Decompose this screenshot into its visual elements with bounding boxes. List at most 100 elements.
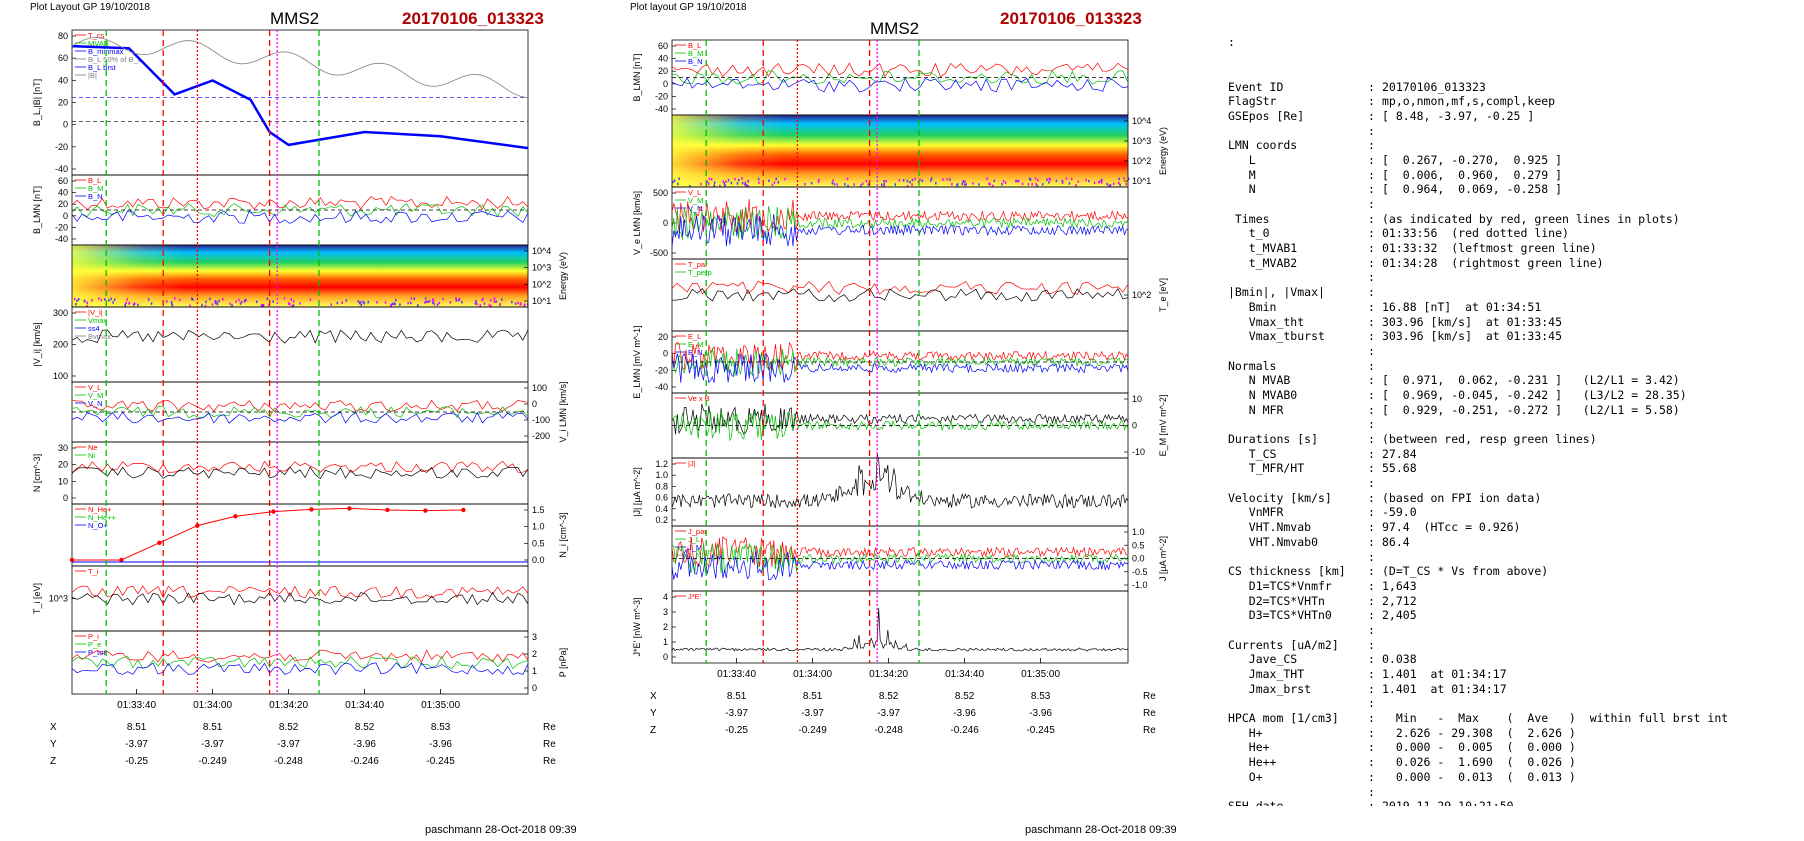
info-key: Currents [uA/m2]: [1228, 637, 1339, 652]
spectrogram-speckle: [710, 178, 713, 181]
info-colon: :: [1368, 329, 1375, 344]
spectrogram-speckle: [147, 298, 150, 301]
y-axis-label: P [nPa]: [558, 648, 568, 677]
spectrogram-speckle: [861, 182, 864, 185]
legend-entry: T_par: [688, 260, 708, 269]
spectrogram-speckle: [906, 179, 909, 183]
legend-entry: P_tot: [88, 648, 106, 657]
info-key: Normals: [1228, 358, 1277, 373]
y-tick-label: 10^1: [1132, 176, 1151, 186]
info-colon: :: [1368, 211, 1375, 226]
info-row: L: [ 0.267, -0.270, 0.925 ]: [1228, 153, 1800, 168]
y-tick-label: 10^2: [532, 279, 551, 289]
info-colon: :: [1368, 505, 1375, 520]
y-tick-label: 10^2: [1132, 290, 1151, 300]
spectrogram-speckle: [1016, 179, 1018, 183]
panel-blmn: 60 40 20 0 -20 -40 B_LMN [nT] B_LB_MB_N: [632, 39, 1129, 116]
info-colon: :: [1368, 270, 1375, 285]
y-axis-label: T_i [eV]: [32, 583, 42, 614]
y-tick-label: 0: [63, 493, 68, 503]
series-jlmn-2: [671, 548, 1128, 581]
y-tick-label: 0.6: [655, 493, 668, 503]
spectrogram-speckle: [883, 180, 885, 183]
info-key: t_0: [1228, 226, 1270, 241]
spectrogram-speckle: [817, 180, 820, 184]
spectrogram-speckle: [951, 182, 953, 186]
info-row: T_CS:27.84: [1228, 447, 1800, 462]
spectrogram-speckle: [860, 184, 862, 187]
info-colon: :: [1368, 622, 1375, 637]
spectrogram-speckle: [881, 183, 883, 187]
info-colon: :: [1368, 652, 1375, 667]
spectrogram-speckle: [499, 303, 501, 306]
spectrogram-speckle: [1015, 179, 1017, 183]
spectrogram-speckle: [417, 304, 419, 307]
series-p-0: [71, 649, 529, 663]
spectrogram-speckle: [475, 300, 477, 303]
y-axis-label: V_i LMN [km/s]: [558, 381, 568, 442]
spectrogram-speckle: [831, 181, 834, 185]
spectrogram-speckle: [241, 300, 243, 304]
info-value: [ 0.969, -0.045, -0.242 ] (L3/L2 = 28.35…: [1382, 387, 1687, 402]
y-tick-label: 10^1: [532, 296, 551, 306]
info-key: H+: [1228, 725, 1263, 740]
time-tick-label: 01:34:00: [193, 700, 232, 711]
panel-frame-je: [671, 590, 1129, 664]
spectrogram-speckle: [458, 297, 461, 301]
spectrogram-speckle: [1036, 184, 1038, 187]
y-tick-label: 1.2: [655, 459, 668, 469]
spectrogram-speckle: [330, 303, 332, 306]
y-tick-label: 0: [1132, 421, 1137, 431]
info-value: -59.0: [1382, 505, 1417, 520]
spectrogram-speckle: [341, 301, 343, 304]
info-row: :: [1228, 785, 1800, 800]
y-tick-label: 0.5: [1132, 540, 1145, 550]
legend-entry: |B|: [88, 71, 97, 80]
legend-entry: N_O+: [88, 521, 108, 530]
panel-frame-ti: [71, 565, 529, 632]
y-tick-label: 10^3: [532, 263, 551, 273]
spectrogram-speckle: [1004, 181, 1007, 185]
y-tick-label: 20: [658, 66, 668, 76]
info-value: 01:34:28 (rightmost green line): [1382, 255, 1604, 270]
spectrogram-speckle: [744, 181, 747, 184]
info-value: 97.4 (HTcc = 0.926): [1382, 520, 1521, 535]
info-colon: :: [1368, 138, 1375, 153]
spectrogram-speckle: [992, 184, 994, 188]
legend-entry: B_M: [688, 49, 703, 58]
legend-entry: P_e: [88, 640, 101, 649]
spectrogram-speckle: [930, 179, 932, 182]
series-blmn-1: [671, 70, 1129, 85]
y-axis-label: B_L,|B| [nT]: [32, 79, 42, 126]
spectrogram-speckle: [238, 298, 240, 302]
info-colon: :: [1368, 784, 1375, 799]
spectrogram-speckle: [1075, 184, 1077, 187]
pos-row-label: X: [50, 722, 57, 733]
series-em-0: [671, 403, 1129, 435]
pos-value: -0.246: [350, 756, 379, 767]
y-tick-label: 20: [658, 332, 668, 342]
spectrogram-speckle: [216, 302, 219, 306]
spectrogram-speckle: [214, 300, 216, 303]
spectrogram-speckle: [490, 299, 492, 302]
y-tick-label: -40: [655, 104, 668, 114]
pos-value: 8.52: [955, 691, 975, 702]
pos-value: -0.245: [1026, 725, 1055, 736]
info-row: Jmax_brst:1.401 at 01:34:17: [1228, 682, 1800, 697]
y-tick-label: 1.0: [655, 470, 668, 480]
y-tick-label: 20: [58, 460, 68, 470]
spectrogram-speckle: [511, 300, 513, 304]
event-info-text: : Event ID:20170106_013323 FlagStr: mp,o,n…: [1228, 6, 1800, 806]
series-jlmn-0: [671, 535, 1129, 568]
info-key: N MVAB0: [1228, 387, 1298, 402]
pos-value: -0.246: [950, 725, 979, 736]
panel-spec: 10^4 10^3 10^2 10^1 Energy (eV): [671, 114, 1168, 188]
spectrogram-speckle: [1098, 181, 1100, 184]
pos-value: 8.52: [879, 691, 899, 702]
spectrogram-speckle: [833, 182, 836, 186]
info-colon: :: [1368, 108, 1375, 123]
spectrogram-speckle: [192, 298, 194, 301]
spectrogram-speckle: [474, 302, 477, 305]
spectrogram-speckle: [708, 177, 711, 181]
